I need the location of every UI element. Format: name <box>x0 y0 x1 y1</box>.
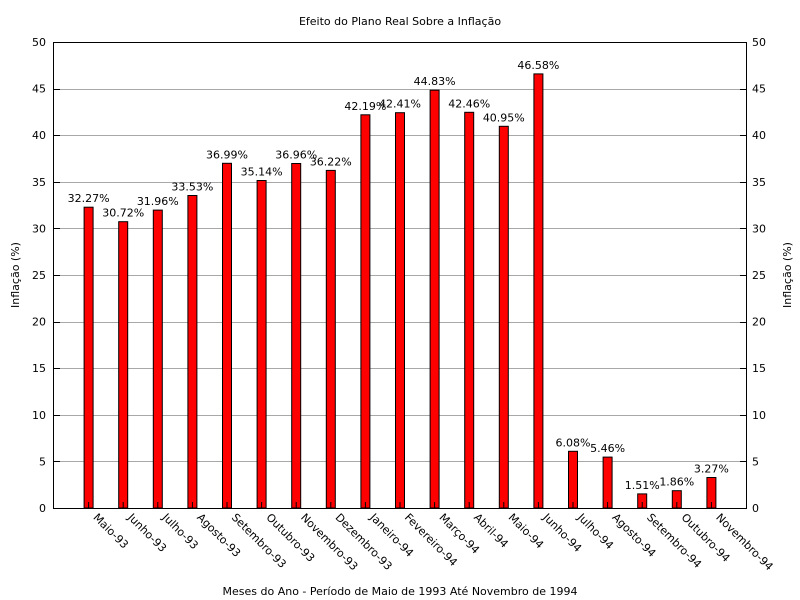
y-tick-label-right: 40 <box>752 129 766 142</box>
bar <box>187 195 198 509</box>
y-tick-label-left: 0 <box>39 502 46 515</box>
data-label: 6.08% <box>556 436 591 449</box>
plot-frame <box>53 42 747 509</box>
data-labels: 32.27% 30.72%31.96%33.53% 36.99% 35.14% 36.9… <box>68 59 729 492</box>
y-tick-labels-right: 0 5 10 15 20 25 30 35 40 45 50 <box>752 36 766 515</box>
data-label: 40.95% <box>483 111 525 124</box>
y-tick-label-right: 50 <box>752 36 766 49</box>
bar <box>533 73 544 509</box>
y-tick-label-right: 45 <box>752 83 766 96</box>
bar <box>395 112 405 509</box>
data-label: 1.86% <box>659 476 694 489</box>
data-label: 44.83% <box>414 75 456 88</box>
y-tick-label-right: 15 <box>752 362 766 375</box>
y-tick-label-right: 35 <box>752 176 766 189</box>
chart-title: Efeito do Plano Real Sobre a Inflação <box>299 15 501 28</box>
data-label: 36.96% <box>275 149 317 162</box>
bar <box>291 163 302 509</box>
data-label: 46.58% <box>517 59 559 72</box>
y-tick-label-left: 25 <box>32 269 46 282</box>
bar <box>498 125 509 509</box>
x-axis-title: Meses do Ano - Período de Maio de 1993 A… <box>223 585 578 598</box>
x-tick-label: Maio-93 <box>90 511 130 551</box>
y-tick-label-left: 45 <box>32 83 46 96</box>
bar <box>568 450 578 509</box>
y-tick-label-right: 10 <box>752 409 766 422</box>
y-tick-label-right: 0 <box>752 502 759 515</box>
bar <box>429 89 440 509</box>
bar <box>360 114 371 509</box>
axis-ticks <box>54 42 746 509</box>
y-tick-label-left: 5 <box>39 455 46 468</box>
y-axis-title-left: Inflação (%) <box>9 242 22 308</box>
y-tick-label-right: 5 <box>752 455 759 468</box>
bar <box>464 111 475 509</box>
y-tick-label-left: 35 <box>32 176 46 189</box>
bar <box>602 456 613 509</box>
y-tick-label-right: 25 <box>752 269 766 282</box>
y-tick-label-left: 40 <box>32 129 46 142</box>
y-tick-label-left: 50 <box>32 36 46 49</box>
data-label: 42.19% <box>344 100 386 113</box>
data-label: 42.41% <box>379 98 421 111</box>
data-label: 1.51% <box>625 479 660 492</box>
data-label: 3.27% <box>694 463 729 476</box>
bar <box>152 209 163 509</box>
bar <box>83 206 94 509</box>
y-tick-label-left: 20 <box>32 316 46 329</box>
data-label: 31.96% <box>137 195 179 208</box>
x-tick-label: Maio-94 <box>506 511 546 551</box>
data-label: 36.22% <box>310 155 352 168</box>
y-tick-label-right: 20 <box>752 316 766 329</box>
y-tick-label-left: 30 <box>32 222 46 235</box>
bar <box>256 180 267 509</box>
data-label: 33.53% <box>171 181 213 194</box>
y-tick-label-right: 30 <box>752 222 766 235</box>
y-tick-labels-left: 0 5 10 15 20 25 30 35 40 45 50 <box>32 36 46 515</box>
y-tick-label-left: 15 <box>32 362 46 375</box>
bar <box>118 221 129 509</box>
y-axis-title-right: Inflação (%) <box>781 242 794 308</box>
data-label: 36.99% <box>206 148 248 161</box>
data-label: 5.46% <box>590 442 625 455</box>
data-label: 35.14% <box>241 166 283 179</box>
x-tick-labels: Maio-93Junho-93Julho-93Agosto-93Setembro… <box>90 510 775 573</box>
y-tick-label-left: 10 <box>32 409 46 422</box>
bar <box>222 162 232 509</box>
data-label: 32.27% <box>68 192 110 205</box>
data-label: 42.46% <box>448 97 490 110</box>
data-label: 30.72% <box>102 207 144 220</box>
bar <box>325 169 336 509</box>
